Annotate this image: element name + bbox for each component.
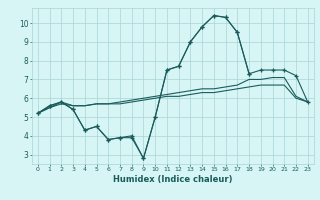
- X-axis label: Humidex (Indice chaleur): Humidex (Indice chaleur): [113, 175, 233, 184]
